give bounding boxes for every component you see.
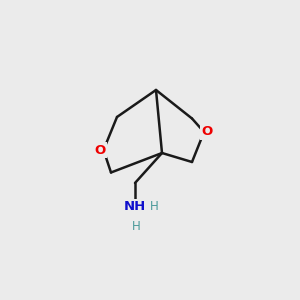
Text: H: H — [150, 200, 159, 214]
Text: H: H — [132, 220, 141, 233]
Text: O: O — [201, 125, 213, 139]
Text: O: O — [95, 143, 106, 157]
Text: NH: NH — [124, 200, 146, 214]
